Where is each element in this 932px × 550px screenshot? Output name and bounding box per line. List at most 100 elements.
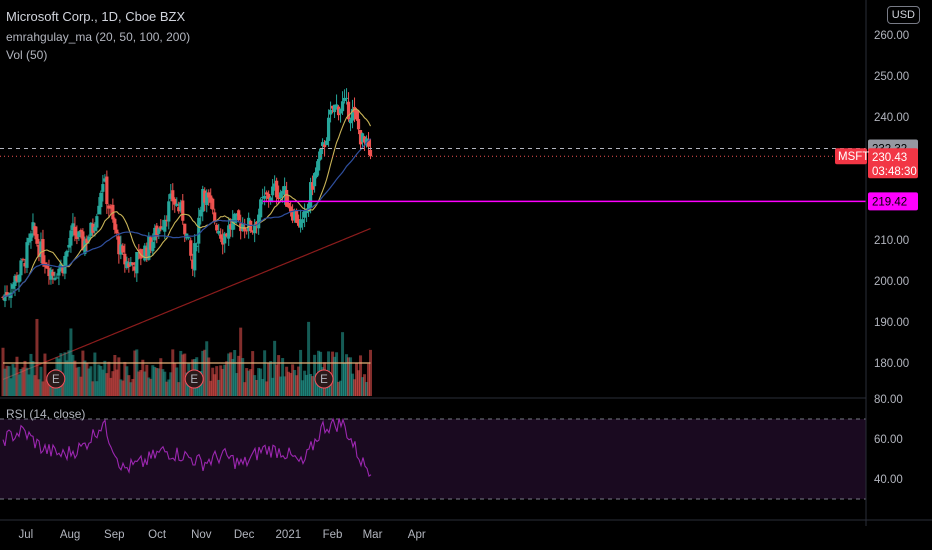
candle-body (103, 178, 107, 182)
candle-body (193, 243, 197, 271)
candle-body (189, 240, 193, 256)
candle-body (303, 210, 307, 218)
candle-body (77, 231, 81, 238)
candle-body (7, 294, 11, 296)
candle-body (314, 167, 319, 177)
candle-body (362, 136, 367, 143)
volume-bar (305, 374, 309, 396)
candle-body (143, 245, 147, 261)
candle-body (173, 198, 177, 205)
volume-bar (251, 351, 255, 396)
volume-bar (201, 350, 205, 396)
candle-body (109, 206, 113, 209)
volume-bar (297, 366, 301, 396)
volume-bar (347, 357, 351, 396)
candle-body (153, 227, 157, 241)
candle-body (49, 269, 53, 280)
candle-body (21, 259, 25, 261)
volume-bar (147, 377, 151, 396)
candle-body (271, 186, 275, 196)
price-tick: 240.00 (874, 112, 909, 124)
candle-body (115, 229, 119, 234)
level-price-badge (868, 192, 918, 211)
ma50-line (2, 138, 371, 299)
volume-bar (361, 377, 365, 396)
candle-body (95, 216, 99, 228)
time-axis: Jul Aug Sep Oct Nov Dec 2021 Feb Mar Apr (0, 519, 932, 541)
candle-body (308, 182, 313, 208)
volume-bar (135, 349, 139, 396)
volume-bar (39, 366, 43, 396)
volume-bar (43, 353, 47, 396)
candle-body (15, 275, 19, 282)
volume-bar (7, 366, 11, 396)
candle-body (356, 119, 361, 130)
volume-bar (69, 328, 73, 396)
volume-bar (159, 358, 163, 396)
time-tick: Nov (191, 529, 212, 541)
earnings-marker (184, 369, 204, 389)
candle-body (217, 230, 221, 234)
candle-body (69, 230, 73, 246)
volume-bar (105, 373, 109, 396)
candle-body (320, 142, 325, 146)
candle-body (259, 199, 263, 218)
volume-bar (367, 363, 371, 396)
candle-body (316, 159, 321, 171)
volume-bar (77, 366, 81, 396)
candle-body (107, 205, 111, 209)
rsi-indicator-label[interactable]: RSI (14, close) (6, 407, 86, 421)
candle-body (350, 108, 355, 121)
price-axis: 260.00250.00240.00230.00220.00210.00200.… (865, 0, 909, 526)
candle-body (265, 192, 269, 195)
candle-body (117, 236, 121, 255)
volume-bar (331, 351, 335, 396)
candle-body (83, 240, 87, 255)
volume-bar (271, 377, 275, 396)
volume-indicator-label[interactable]: Vol (50) (6, 48, 48, 62)
volume-bar (313, 354, 317, 396)
currency-button[interactable]: USD (886, 6, 920, 24)
volume-bar (203, 349, 207, 396)
volume-bar (81, 350, 85, 396)
volume-bar (309, 374, 313, 396)
volume-bar (365, 382, 369, 396)
candle-body (75, 233, 79, 239)
candle-body (328, 109, 333, 115)
volume-bar (267, 363, 271, 396)
price-tick: 210.00 (874, 235, 909, 247)
candle-body (279, 192, 283, 199)
volume-bar (157, 368, 161, 396)
price-tick: 200.00 (874, 276, 909, 288)
volume-bar (349, 357, 353, 396)
candle-body (213, 212, 217, 222)
candle-body (324, 140, 329, 146)
candle-body (61, 266, 65, 274)
candle-body (285, 190, 289, 207)
candle-body (221, 237, 225, 245)
volume-bar (73, 360, 77, 396)
candle-body (99, 192, 103, 208)
volume-bar (263, 350, 267, 396)
candle-body (205, 192, 209, 206)
volume-bar (1, 347, 5, 396)
price-tick: 250.00 (874, 71, 909, 83)
rsi-tick: 80.00 (874, 394, 903, 406)
volume-bar (283, 376, 287, 396)
volume-bar (177, 382, 181, 396)
volume-bar (219, 365, 223, 396)
ma-indicator-label[interactable]: emrahgulay_ma (20, 50, 100, 200) (6, 30, 191, 44)
candle-body (354, 110, 359, 120)
candle-body (358, 130, 363, 145)
candle-body (23, 263, 27, 267)
candle-body (267, 193, 271, 199)
candle-body (175, 203, 179, 206)
candle-body (29, 233, 33, 242)
candle-body (283, 186, 287, 195)
volume-bar (175, 367, 179, 396)
candle-body (330, 105, 335, 109)
time-tick: Aug (60, 529, 80, 541)
volume-bar (161, 369, 165, 396)
